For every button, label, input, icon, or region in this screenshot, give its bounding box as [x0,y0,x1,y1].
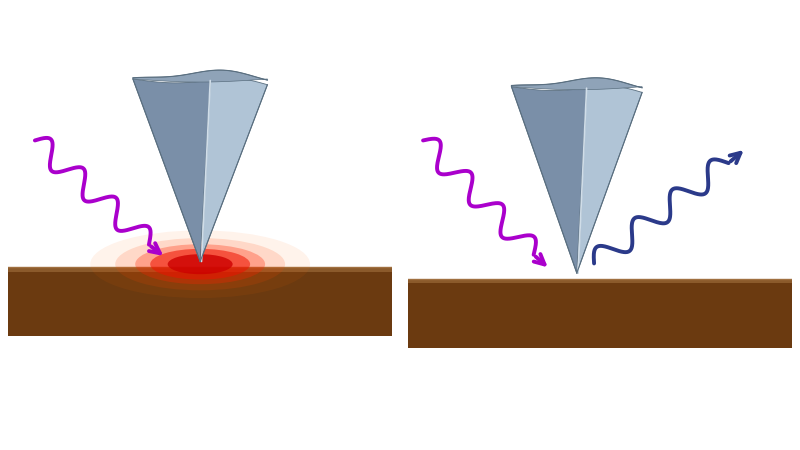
Polygon shape [133,79,210,261]
Ellipse shape [135,244,265,284]
Ellipse shape [90,230,310,298]
Ellipse shape [150,249,250,279]
Bar [8,267,392,272]
Bar [408,279,792,284]
Bar [8,267,392,337]
Polygon shape [511,78,642,90]
Bar [408,279,792,348]
Ellipse shape [115,238,285,290]
Polygon shape [200,79,267,261]
Polygon shape [511,87,586,273]
Polygon shape [133,70,267,82]
Polygon shape [577,86,642,273]
Ellipse shape [168,254,233,274]
